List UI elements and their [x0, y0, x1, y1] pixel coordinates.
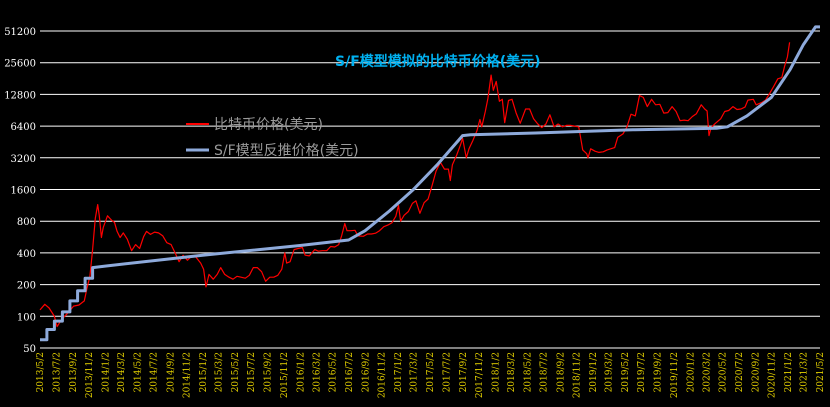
y-tick-label: 400 — [17, 249, 36, 260]
grid — [40, 30, 820, 349]
x-tick-label: 2019/5/2 — [621, 352, 631, 392]
x-tick-label: 2020/9/2 — [751, 352, 761, 392]
x-tick-label: 2019/3/2 — [605, 352, 615, 392]
x-tick-label: 2013/9/2 — [69, 352, 79, 392]
x-tick-label: 2017/3/2 — [410, 352, 420, 392]
x-tick-label: 2017/5/2 — [426, 352, 436, 392]
x-tick-label: 2015/3/2 — [215, 352, 225, 392]
y-tick-label: 6400 — [11, 122, 36, 133]
x-tick-label: 2015/11/2 — [280, 352, 290, 398]
x-tick-label: 2019/1/2 — [589, 352, 599, 392]
x-tick-label: 2021/1/2 — [784, 352, 794, 392]
x-tick-label: 2018/7/2 — [540, 352, 550, 392]
x-tick-label: 2014/7/2 — [150, 352, 160, 392]
x-tick-label: 2014/1/2 — [101, 352, 111, 392]
x-tick-label: 2014/5/2 — [133, 352, 143, 392]
legend: 比特币价格(美元) S/F模型反推价格(美元) — [186, 117, 359, 159]
x-tick-label: 2017/11/2 — [475, 352, 485, 398]
series-line-model — [40, 25, 820, 342]
y-tick-label: 50 — [23, 344, 36, 355]
x-tick-label: 2013/5/2 — [36, 352, 46, 392]
x-tick-label: 2015/7/2 — [247, 352, 257, 392]
x-tick-label: 2017/1/2 — [394, 352, 404, 392]
x-tick-label: 2018/1/2 — [491, 352, 501, 392]
x-tick-label: 2014/9/2 — [166, 352, 176, 392]
x-tick-label: 2016/9/2 — [361, 352, 371, 392]
y-tick-label: 100 — [17, 312, 36, 323]
x-tick-label: 2021/3/2 — [800, 352, 810, 392]
y-tick-label: 800 — [17, 217, 36, 228]
x-tick-label: 2015/5/2 — [231, 352, 241, 392]
x-tick-label: 2016/11/2 — [378, 352, 388, 398]
x-tick-label: 2013/7/2 — [52, 352, 62, 392]
x-tick-label: 2014/11/2 — [183, 352, 193, 398]
x-axis: 2013/5/2 2013/7/2 2013/9/2 2013/11/2 2014/1/… — [36, 352, 826, 398]
y-tick-label: 12800 — [4, 90, 36, 101]
x-tick-label: 2018/9/2 — [556, 352, 566, 392]
x-tick-label: 2016/1/2 — [296, 352, 306, 392]
x-tick-label: 2016/7/2 — [345, 352, 355, 392]
x-tick-label: 2015/1/2 — [199, 352, 209, 392]
y-axis: 51200 25600 12800 6400 3200 1600 800 400 200 100 5… — [4, 27, 36, 355]
x-tick-label: 2020/7/2 — [735, 352, 745, 392]
x-tick-label: 2018/11/2 — [573, 352, 583, 398]
x-tick-label: 2021/5/2 — [816, 352, 826, 392]
chart-title: S/F模型模拟的比特币价格(美元) — [335, 53, 541, 70]
x-tick-label: 2020/5/2 — [719, 352, 729, 392]
x-tick-label: 2014/3/2 — [117, 352, 127, 392]
x-tick-label: 2020/11/2 — [768, 352, 778, 398]
y-tick-label: 200 — [17, 281, 36, 292]
x-tick-label: 2017/7/2 — [442, 352, 452, 392]
x-tick-label: 2018/3/2 — [507, 352, 517, 392]
legend-label-price: 比特币价格(美元) — [214, 117, 323, 133]
x-tick-label: 2015/9/2 — [264, 352, 274, 392]
x-tick-label: 2020/1/2 — [686, 352, 696, 392]
series-line-price — [39, 42, 791, 328]
x-tick-label: 2016/3/2 — [312, 352, 322, 392]
x-tick-label: 2013/11/2 — [85, 352, 95, 398]
x-tick-label: 2016/5/2 — [329, 352, 339, 392]
x-tick-label: 2017/9/2 — [459, 352, 469, 392]
x-tick-label: 2020/3/2 — [702, 352, 712, 392]
legend-label-model: S/F模型反推价格(美元) — [214, 143, 359, 159]
y-tick-label: 51200 — [4, 27, 36, 38]
x-tick-label: 2019/7/2 — [637, 352, 647, 392]
series-layer — [39, 25, 820, 342]
y-tick-label: 3200 — [11, 154, 36, 165]
x-tick-label: 2019/11/2 — [670, 352, 680, 398]
x-tick-label: 2019/9/2 — [654, 352, 664, 392]
x-tick-label: 2018/5/2 — [523, 352, 533, 392]
y-tick-label: 1600 — [11, 186, 36, 197]
y-tick-label: 25600 — [4, 59, 36, 70]
